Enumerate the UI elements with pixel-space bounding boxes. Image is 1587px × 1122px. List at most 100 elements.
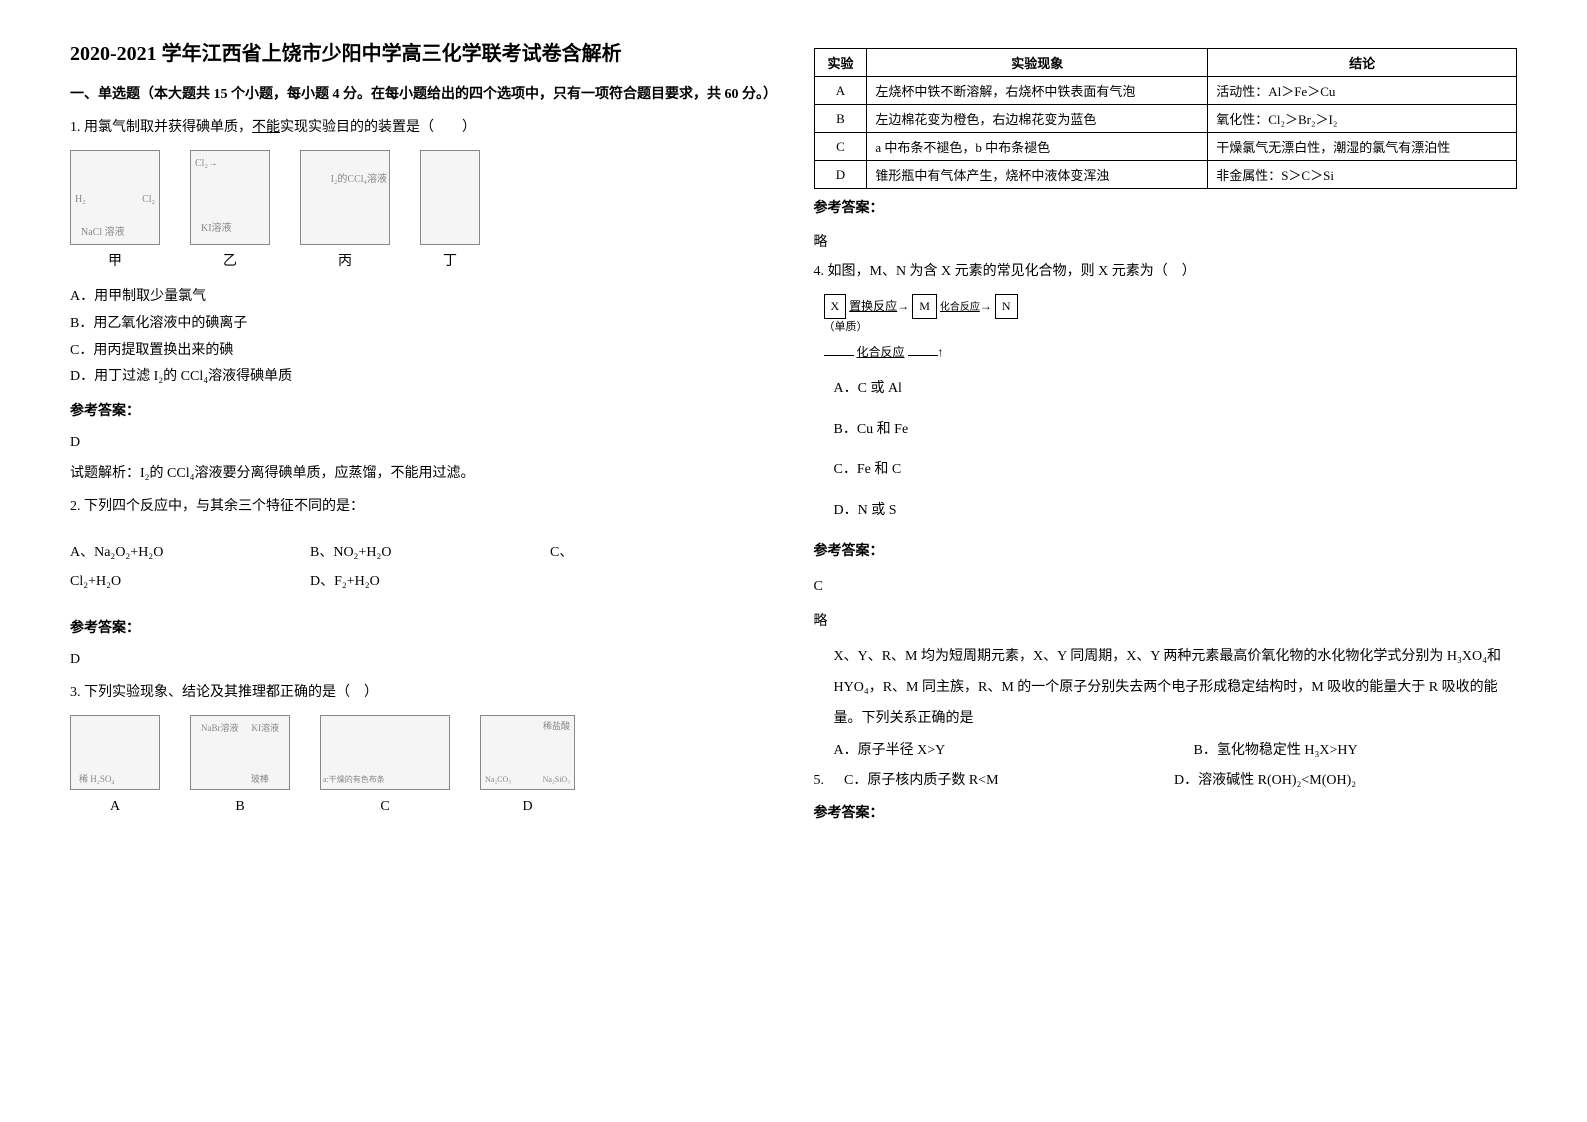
- exam-title: 2020-2021 学年江西省上饶市少阳中学高三化学联考试卷含解析: [70, 40, 774, 68]
- q1-images: H₂ Cl₂ NaCl 溶液 甲 Cl₂→ KI溶液 乙 I₂的CCl₄溶液 丙: [70, 150, 774, 274]
- apparatus-a-icon: H₂ Cl₂ NaCl 溶液: [70, 150, 160, 245]
- table-header-row: 实验 实验现象 结论: [814, 49, 1517, 77]
- box-n: N: [995, 294, 1018, 319]
- q2-options-row2: Cl₂+H₂O D、F₂+H₂O: [70, 569, 774, 594]
- table-row: A 左烧杯中铁不断溶解，右烧杯中铁表面有气泡 活动性：Al＞Fe＞Cu: [814, 77, 1517, 105]
- q5-opt-a: A．原子半径 X>Y: [834, 738, 1134, 763]
- apparatus-3a-icon: 稀 H₂SO₄: [70, 715, 160, 790]
- q2-opt-c2: Cl₂+H₂O: [70, 569, 250, 594]
- q1-text-underline: 不能: [252, 120, 280, 135]
- apparatus-b-icon: Cl₂→ KI溶液: [190, 150, 270, 245]
- arrow-1: 置换反应: [849, 299, 897, 313]
- q1-opt-b: B．用乙氧化溶液中的碘离子: [70, 311, 774, 338]
- q1-opt-c: C．用丙提取置换出来的碘: [70, 338, 774, 365]
- cell-b2: 氧化性：Cl₂＞Br₂＞I₂: [1208, 105, 1517, 133]
- q4-answer: C: [814, 574, 1518, 599]
- q2-text: 2. 下列四个反应中，与其余三个特征不同的是：: [70, 494, 774, 519]
- q4-answer-label: 参考答案：: [814, 539, 1518, 564]
- q5-opt-d: D．溶液碱性 R(OH)₂<M(OH)₂: [1174, 768, 1356, 793]
- q1-opt-d: D．用丁过滤 I₂的 CCl₄溶液得碘单质: [70, 364, 774, 391]
- q3-caption-b: B: [190, 794, 290, 819]
- diagram-row2: 化合反应 ↑: [824, 343, 1518, 362]
- label-ccl4: I₂的CCl₄溶液: [331, 171, 387, 189]
- apparatus-3b-icon: NaBr溶液 KI溶液 玻棒: [190, 715, 290, 790]
- q3-table: 实验 实验现象 结论 A 左烧杯中铁不断溶解，右烧杯中铁表面有气泡 活动性：Al…: [814, 48, 1518, 189]
- q1-opt-a: A．用甲制取少量氯气: [70, 284, 774, 311]
- label-na2sio3: Na₂SiO₃: [543, 773, 570, 787]
- apparatus-d-icon: [420, 150, 480, 245]
- q4-text: 4. 如图，M、N 为含 X 元素的常见化合物，则 X 元素为（ ）: [814, 259, 1518, 284]
- table-row: D 锥形瓶中有气体产生，烧杯中液体变浑浊 非金属性：S＞C＞Si: [814, 161, 1517, 189]
- label-ki: KI溶液: [201, 220, 232, 238]
- q3-text: 3. 下列实验现象、结论及其推理都正确的是（ ）: [70, 680, 774, 705]
- right-column: 实验 实验现象 结论 A 左烧杯中铁不断溶解，右烧杯中铁表面有气泡 活动性：Al…: [794, 40, 1538, 1082]
- question-2: 2. 下列四个反应中，与其余三个特征不同的是： A、Na₂O₂+H₂O B、NO…: [70, 494, 774, 672]
- q1-options: A．用甲制取少量氯气 B．用乙氧化溶液中的碘离子 C．用丙提取置换出来的碘 D．…: [70, 284, 774, 390]
- label-nacl: NaCl 溶液: [81, 224, 125, 242]
- label-cl2-b: Cl₂→: [195, 155, 218, 173]
- cell-a2: 活动性：Al＞Fe＞Cu: [1208, 77, 1517, 105]
- q4-answer2: 略: [814, 609, 1518, 634]
- q1-text-before: 1. 用氯气制取并获得碘单质，: [70, 120, 252, 135]
- q1-img-c: I₂的CCl₄溶液 丙: [300, 150, 390, 274]
- q4-opt-a: A．C 或 Al: [834, 376, 1518, 403]
- q5-options-row2: 5. C．原子核内质子数 R<M D．溶液碱性 R(OH)₂<M(OH)₂: [814, 768, 1518, 793]
- q1-img-d: 丁: [420, 150, 480, 274]
- q2-options-row1: A、Na₂O₂+H₂O B、NO₂+H₂O C、: [70, 540, 774, 565]
- q1-answer-label: 参考答案：: [70, 399, 774, 424]
- q1-text: 1. 用氯气制取并获得碘单质，不能实现实验目的的装置是（ ）: [70, 115, 774, 140]
- label-glass: 玻棒: [251, 771, 269, 787]
- diagram-row1: X 置换反应→ M 化合反应→ N: [824, 294, 1518, 319]
- table-row: B 左边棉花变为橙色，右边棉花变为蓝色 氧化性：Cl₂＞Br₂＞I₂: [814, 105, 1517, 133]
- q4-diagram: X 置换反应→ M 化合反应→ N （单质） 化合反应 ↑: [824, 294, 1518, 362]
- q3-answer-label: 参考答案：: [814, 197, 1518, 217]
- q1-caption-a: 甲: [70, 249, 160, 274]
- q3-images: 稀 H₂SO₄ A NaBr溶液 KI溶液 玻棒 B a:干燥的有色布条 C: [70, 715, 774, 819]
- q2-opt-d: D、F₂+H₂O: [310, 569, 380, 594]
- cell-d0: D: [814, 161, 867, 189]
- label-dry: a:干燥的有色布条: [323, 773, 385, 787]
- q4-opt-d: D．N 或 S: [834, 498, 1518, 525]
- q1-caption-c: 丙: [300, 249, 390, 274]
- box-m: M: [912, 294, 937, 319]
- q1-caption-b: 乙: [190, 249, 270, 274]
- q1-answer: D: [70, 430, 774, 455]
- question-5: X、Y、R、M 均为短周期元素，X、Y 同周期，X、Y 两种元素最高价氧化物的水…: [814, 642, 1518, 826]
- cell-b0: B: [814, 105, 867, 133]
- q4-options: A．C 或 Al B．Cu 和 Fe C．Fe 和 C D．N 或 S: [814, 376, 1518, 524]
- diagram-note: （单质）: [824, 319, 1518, 337]
- cell-c1: a 中布条不褪色，b 中布条褪色: [867, 133, 1208, 161]
- q2-opt-a: A、Na₂O₂+H₂O: [70, 540, 250, 565]
- cell-c0: C: [814, 133, 867, 161]
- q1-caption-d: 丁: [420, 249, 480, 274]
- q5-opt-c: C．原子核内质子数 R<M: [844, 768, 1114, 793]
- q3-caption-a: A: [70, 794, 160, 819]
- arrow-2: 化合反应: [940, 302, 980, 313]
- cell-d2: 非金属性：S＞C＞Si: [1208, 161, 1517, 189]
- q4-opt-c: C．Fe 和 C: [834, 457, 1518, 484]
- table-row: C a 中布条不褪色，b 中布条褪色 干燥氯气无漂白性，潮湿的氯气有漂泊性: [814, 133, 1517, 161]
- label-h2so4: 稀 H₂SO₄: [79, 771, 115, 787]
- th-conclusion: 结论: [1208, 49, 1517, 77]
- left-column: 2020-2021 学年江西省上饶市少阳中学高三化学联考试卷含解析 一、单选题（…: [50, 40, 794, 1082]
- cell-d1: 锥形瓶中有气体产生，烧杯中液体变浑浊: [867, 161, 1208, 189]
- q1-explain: 试题解析：I₂的 CCl₄溶液要分离得碘单质，应蒸馏，不能用过滤。: [70, 461, 774, 486]
- q5-options-row1: A．原子半径 X>Y B．氢化物稳定性 H₃X>HY: [814, 738, 1518, 763]
- q3-img-c: a:干燥的有色布条 C: [320, 715, 450, 819]
- apparatus-c-icon: I₂的CCl₄溶液: [300, 150, 390, 245]
- question-3: 3. 下列实验现象、结论及其推理都正确的是（ ） 稀 H₂SO₄ A NaBr溶…: [70, 680, 774, 819]
- apparatus-3d-icon: 稀盐酸 Na₂CO₃ Na₂SiO₃: [480, 715, 575, 790]
- cell-a0: A: [814, 77, 867, 105]
- q5-num: 5.: [814, 768, 825, 793]
- question-4: 4. 如图，M、N 为含 X 元素的常见化合物，则 X 元素为（ ） X 置换反…: [814, 259, 1518, 634]
- q1-explain-text: 试题解析：I₂的 CCl₄溶液要分离得碘单质，应蒸馏，不能用过滤。: [70, 466, 475, 481]
- label-cl2: Cl₂: [142, 191, 155, 209]
- cell-c2: 干燥氯气无漂白性，潮湿的氯气有漂泊性: [1208, 133, 1517, 161]
- label-h2: H₂: [75, 191, 86, 209]
- q3-caption-d: D: [480, 794, 575, 819]
- q5-answer-label: 参考答案：: [814, 801, 1518, 826]
- apparatus-3c-icon: a:干燥的有色布条: [320, 715, 450, 790]
- arrow-bottom: 化合反应: [857, 345, 905, 359]
- q5-intro: X、Y、R、M 均为短周期元素，X、Y 同周期，X、Y 两种元素最高价氧化物的水…: [814, 642, 1518, 734]
- q5-opt-b: B．氢化物稳定性 H₃X>HY: [1194, 738, 1358, 763]
